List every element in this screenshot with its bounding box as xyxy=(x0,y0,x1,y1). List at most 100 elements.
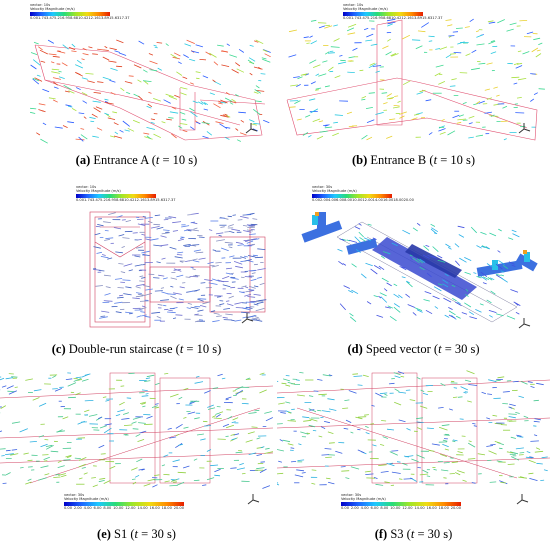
velocity-vector xyxy=(83,472,88,475)
velocity-vector xyxy=(195,121,201,125)
caption-f: (f) S3 (t = 30 s) xyxy=(374,527,453,541)
velocity-vector xyxy=(497,250,501,253)
velocity-vector xyxy=(526,31,534,35)
velocity-vector xyxy=(184,43,192,47)
velocity-vector xyxy=(445,243,451,248)
velocity-vector xyxy=(344,399,350,401)
velocity-vector xyxy=(364,414,369,416)
velocity-vector xyxy=(431,443,440,446)
velocity-vector xyxy=(25,481,32,485)
velocity-vector xyxy=(66,455,72,459)
velocity-vector xyxy=(383,288,388,292)
velocity-vector xyxy=(100,315,106,317)
velocity-vector xyxy=(235,128,239,131)
velocity-vector xyxy=(475,30,480,33)
velocity-vector xyxy=(375,112,384,115)
velocity-vector xyxy=(487,393,493,395)
velocity-vector xyxy=(445,54,452,59)
velocity-vector xyxy=(347,32,356,35)
velocity-vector xyxy=(534,418,541,421)
velocity-vector xyxy=(116,215,123,218)
velocity-vector xyxy=(32,397,40,401)
velocity-legend: vector: 30s Velocity Magnitude (m/s) 0.0… xyxy=(312,185,414,203)
velocity-vector xyxy=(253,319,263,322)
velocity-vector xyxy=(448,247,452,250)
velocity-vector xyxy=(153,98,161,102)
velocity-vector xyxy=(123,263,133,267)
velocity-vector xyxy=(371,404,375,407)
velocity-vector xyxy=(243,306,251,309)
velocity-vector xyxy=(425,99,432,102)
velocity-vector xyxy=(185,276,191,278)
velocity-vector xyxy=(57,50,61,52)
axis-triad-icon xyxy=(241,313,254,324)
velocity-vector xyxy=(183,244,191,246)
velocity-vector xyxy=(97,48,105,51)
velocity-vector xyxy=(168,309,173,312)
velocity-vector xyxy=(517,50,522,53)
velocity-vector xyxy=(75,138,85,141)
velocity-vector xyxy=(310,40,318,45)
velocity-vector xyxy=(462,479,467,482)
velocity-vector xyxy=(510,289,519,293)
velocity-vector xyxy=(381,420,387,422)
velocity-vector xyxy=(165,93,174,98)
velocity-vector xyxy=(85,73,94,75)
velocity-vector xyxy=(50,450,59,453)
velocity-vector xyxy=(355,249,361,253)
velocity-vector xyxy=(387,305,394,309)
velocity-vector xyxy=(178,443,183,446)
velocity-vector xyxy=(528,459,536,464)
velocity-vector xyxy=(113,135,123,139)
velocity-vector xyxy=(219,411,224,414)
velocity-vector xyxy=(38,402,47,407)
velocity-vector xyxy=(253,40,259,43)
legend-title: Velocity Magnitude (m/s) xyxy=(341,496,386,501)
velocity-vector xyxy=(244,276,253,278)
velocity-vector xyxy=(318,435,323,438)
legend-tick: 16.00 xyxy=(426,506,437,511)
velocity-vector xyxy=(370,423,374,425)
velocity-vector xyxy=(124,129,130,132)
velocity-vector xyxy=(469,18,474,23)
velocity-vector xyxy=(224,136,230,140)
velocity-vector xyxy=(481,245,486,248)
velocity-vector xyxy=(414,307,423,311)
velocity-vector xyxy=(386,462,395,467)
velocity-vector xyxy=(98,444,105,449)
velocity-vector xyxy=(120,271,126,274)
velocity-vector xyxy=(105,237,114,239)
velocity-vector xyxy=(124,81,133,84)
legend-vector-label: vector: 10s xyxy=(30,3,51,7)
velocity-vector xyxy=(92,484,98,488)
velocity-vector xyxy=(0,377,5,381)
velocity-vector xyxy=(237,219,243,221)
velocity-vector xyxy=(511,456,520,461)
velocity-vector xyxy=(278,460,283,463)
velocity-vector xyxy=(533,434,538,437)
velocity-vector xyxy=(464,391,468,393)
velocity-vector xyxy=(229,54,238,58)
velocity-vector xyxy=(96,127,103,131)
velocity-vector xyxy=(80,134,88,140)
velocity-vector xyxy=(315,89,319,91)
axis-triad-icon xyxy=(245,123,258,134)
velocity-vector xyxy=(249,233,256,235)
velocity-vector xyxy=(464,271,472,275)
velocity-vector xyxy=(224,113,228,116)
velocity-vector xyxy=(177,61,182,64)
velocity-vector xyxy=(529,456,534,458)
velocity-vector xyxy=(225,92,230,95)
caption-name: S1 xyxy=(114,527,128,541)
velocity-vector xyxy=(202,75,209,79)
velocity-vector xyxy=(461,312,468,315)
velocity-vector xyxy=(112,111,118,114)
velocity-vector xyxy=(42,122,47,126)
velocity-vector xyxy=(221,50,229,53)
velocity-vector xyxy=(248,452,257,455)
velocity-vector xyxy=(150,118,155,121)
caption-name: Entrance A xyxy=(93,153,149,167)
velocity-vector xyxy=(523,415,529,419)
velocity-vector xyxy=(379,292,387,297)
velocity-vector xyxy=(308,134,312,138)
